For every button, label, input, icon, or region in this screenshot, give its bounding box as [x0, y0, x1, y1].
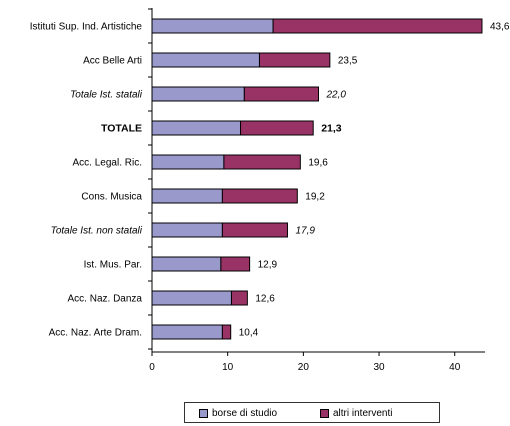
bar-segment-altri [243, 86, 319, 102]
legend: borse di studio altri interventi [184, 402, 440, 423]
total-value-label: 23,5 [338, 56, 358, 67]
legend-item-borse: borse di studio [199, 407, 277, 419]
x-tick-label: 0 [149, 362, 155, 373]
bar-segment-altri [220, 256, 251, 272]
legend-label-borse: borse di studio [212, 407, 278, 419]
bar-segment-altri [240, 120, 314, 136]
category-label: Istituti Sup. Ind. Artistiche [30, 22, 143, 33]
category-label: Totale Ist. statali [70, 90, 143, 101]
legend-swatch-borse [199, 408, 208, 418]
category-label: Cons. Musica [81, 192, 142, 203]
total-value-label: 12,6 [255, 294, 275, 305]
bar-segment-borse [151, 154, 225, 170]
category-label: Acc. Legal. Ric. [73, 158, 142, 169]
bar-segment-altri [230, 290, 248, 306]
bar-segment-altri [221, 222, 288, 238]
bar-segment-altri [258, 52, 331, 68]
total-value-label: 10,4 [239, 328, 259, 339]
bar-segment-borse [151, 18, 274, 34]
bar-segment-altri [223, 154, 301, 170]
category-label: TOTALE [101, 123, 142, 135]
bar-segment-altri [272, 18, 483, 34]
total-value-label: 21,3 [321, 123, 342, 135]
total-value-label: 19,6 [308, 158, 328, 169]
category-label: Ist. Mus. Par. [84, 260, 142, 271]
x-tick-label: 30 [373, 362, 385, 373]
total-value-label: 17,9 [295, 226, 315, 237]
category-label: Acc. Naz. Danza [68, 294, 143, 305]
total-value-label: 22,0 [326, 90, 347, 101]
bar-segment-altri [221, 188, 298, 204]
legend-label-altri: altri interventi [333, 407, 393, 419]
x-tick-label: 40 [449, 362, 461, 373]
total-value-label: 43,6 [490, 22, 510, 33]
total-value-label: 12,9 [258, 260, 278, 271]
bar-segment-borse [151, 188, 223, 204]
bar-segment-borse [151, 222, 223, 238]
bar-segment-borse [151, 120, 242, 136]
category-label: Acc. Naz. Arte Dram. [49, 328, 142, 339]
legend-item-altri: altri interventi [320, 407, 392, 419]
bar-segment-borse [151, 52, 260, 68]
bar-segment-borse [151, 256, 222, 272]
bar-segment-borse [151, 86, 245, 102]
bar-segment-altri [221, 324, 232, 340]
category-label: Acc Belle Arti [83, 56, 142, 67]
x-tick-label: 20 [298, 362, 310, 373]
legend-swatch-altri [320, 408, 329, 418]
bar-segment-borse [151, 290, 232, 306]
category-label: Totale Ist. non statali [51, 226, 143, 237]
bar-segment-borse [151, 324, 223, 340]
x-tick-label: 10 [222, 362, 234, 373]
total-value-label: 19,2 [305, 192, 325, 203]
